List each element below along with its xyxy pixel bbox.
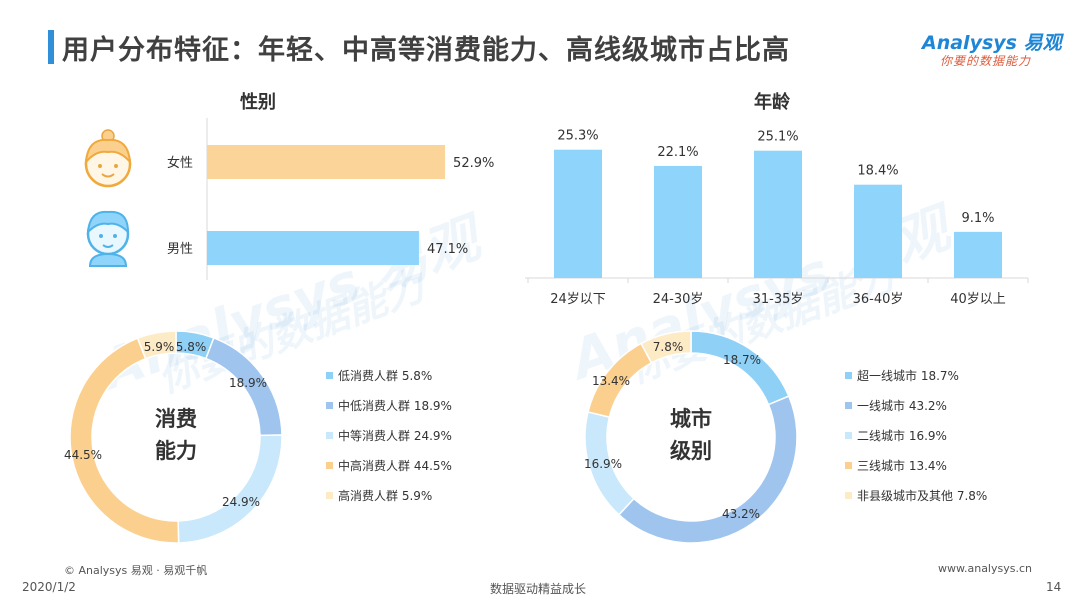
- age-value-label: 25.3%: [557, 129, 598, 144]
- age-value-label: 18.4%: [857, 164, 898, 179]
- city-donut-chart: 18.7% 43.2% 16.9% 13.4% 7.8% 城市 级别 超一线城市 18.…: [584, 330, 987, 544]
- age-chart-title: 年龄: [754, 92, 790, 113]
- age-value-label: 22.1%: [657, 145, 698, 160]
- female-avatar-icon: [84, 129, 132, 188]
- legend-label: 低消费人群 5.8%: [338, 369, 432, 383]
- donut-value-label: 13.4%: [592, 374, 630, 388]
- donut-value-label: 24.9%: [222, 495, 260, 509]
- legend-swatch: [845, 492, 852, 499]
- gender-chart-title: 性别: [240, 92, 276, 113]
- donut-value-label: 44.5%: [64, 448, 102, 462]
- donut-center-label: 级别: [670, 439, 712, 463]
- age-bar: [654, 165, 702, 278]
- legend-label: 中高消费人群 44.5%: [338, 458, 452, 473]
- logo-slogan: 你要的数据能力: [940, 54, 1032, 68]
- footer-page-number: 14: [1046, 580, 1062, 594]
- donut-slice: [640, 330, 692, 364]
- logo-text: Analysys 易观: [922, 32, 1062, 54]
- legend-label: 中低消费人群 18.9%: [338, 398, 452, 413]
- donut-slice: [136, 330, 177, 360]
- age-category-label: 24-30岁: [653, 292, 704, 307]
- age-bar: [754, 150, 802, 278]
- gender-category-label: 女性: [167, 155, 193, 171]
- gender-value-label: 47.1%: [427, 242, 468, 257]
- legend-swatch: [845, 432, 852, 439]
- donut-value-label: 18.9%: [229, 376, 267, 390]
- age-chart: 25.3% 24岁以下 22.1% 24-30岁 25.1% 31-35岁 18.4% 36-…: [525, 129, 1029, 307]
- gender-category-label: 男性: [167, 242, 193, 257]
- donut-center-label: 消费: [155, 407, 197, 431]
- legend-swatch: [326, 492, 333, 499]
- age-value-label: 25.1%: [757, 130, 798, 145]
- legend-swatch: [845, 372, 852, 379]
- age-bar: [954, 231, 1002, 278]
- legend-swatch: [326, 402, 333, 409]
- age-category-label: 24岁以下: [550, 292, 606, 307]
- legend-label: 一线城市 43.2%: [857, 398, 947, 413]
- footer-website: www.analysys.cn: [938, 562, 1032, 575]
- legend-label: 非县级城市及其他 7.8%: [857, 488, 987, 503]
- donut-slice: [690, 330, 790, 406]
- gender-bar: [207, 145, 446, 179]
- donut-value-label: 7.8%: [653, 340, 684, 354]
- age-category-label: 40岁以上: [950, 292, 1006, 307]
- legend-swatch: [845, 402, 852, 409]
- donut-value-label: 5.8%: [176, 340, 207, 354]
- legend-swatch: [845, 462, 852, 469]
- legend-label: 中等消费人群 24.9%: [338, 428, 452, 443]
- legend-label: 三线城市 13.4%: [857, 458, 947, 473]
- title-accent-bar: [48, 30, 54, 64]
- gender-bar: [207, 231, 419, 265]
- male-avatar-icon: [86, 210, 130, 267]
- footer-date: 2020/1/2: [22, 580, 76, 594]
- donut-center-label: 能力: [155, 439, 197, 463]
- donut-value-label: 18.7%: [723, 353, 761, 367]
- legend-label: 超一线城市 18.7%: [857, 368, 959, 383]
- legend-swatch: [326, 372, 333, 379]
- gender-value-label: 52.9%: [453, 156, 494, 171]
- donut-value-label: 5.9%: [144, 340, 175, 354]
- legend-swatch: [326, 462, 333, 469]
- footer-slogan: 数据驱动精益成长: [490, 582, 587, 596]
- legend-label: 二线城市 16.9%: [857, 428, 947, 443]
- age-category-label: 31-35岁: [753, 292, 804, 307]
- legend-swatch: [326, 432, 333, 439]
- analysys-logo: Analysys 易观 你要的数据能力: [922, 28, 1062, 72]
- age-category-label: 36-40岁: [853, 292, 904, 307]
- donut-value-label: 16.9%: [584, 457, 622, 471]
- age-bar: [554, 149, 602, 278]
- donut-center-label: 城市: [670, 407, 712, 431]
- footer-copyright: © Analysys 易观 · 易观千帆: [64, 564, 208, 577]
- donut-value-label: 43.2%: [722, 507, 760, 521]
- age-value-label: 9.1%: [961, 211, 994, 226]
- consumption-donut-chart: 5.8% 18.9% 24.9% 44.5% 5.9% 消费 能力 低消费人群 5.8%…: [64, 330, 452, 544]
- age-bar: [854, 184, 902, 278]
- page-title: 用户分布特征：年轻、中高等消费能力、高线级城市占比高: [62, 35, 790, 66]
- legend-label: 高消费人群 5.9%: [338, 488, 432, 503]
- gender-chart: 女性 52.9% 男性 47.1%: [84, 118, 494, 280]
